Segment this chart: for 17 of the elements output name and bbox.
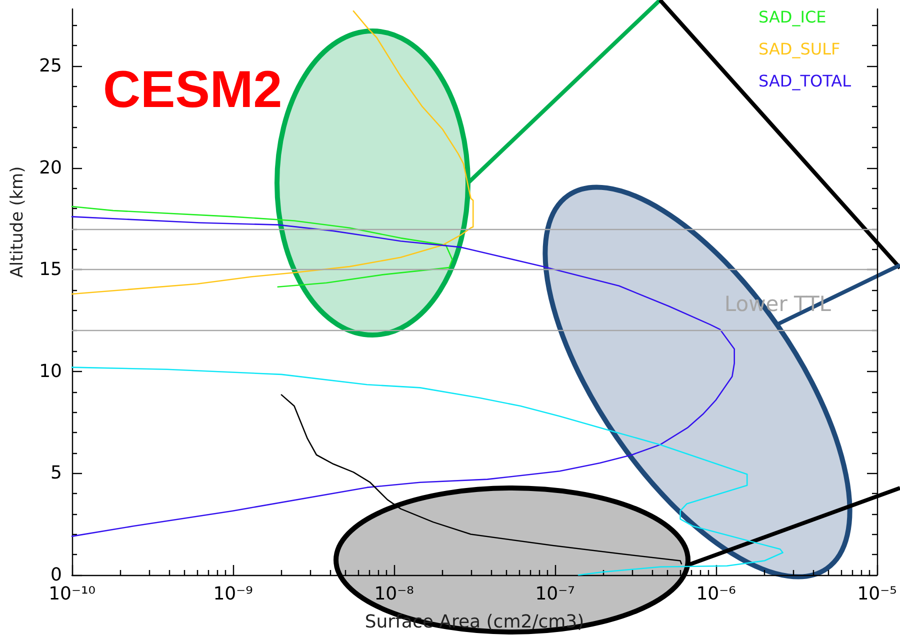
annotation: CESM2 [103, 61, 282, 119]
y-tick-label: 5 [50, 462, 62, 484]
y-tick-label: 10 [39, 360, 62, 382]
text: SAD_SULF [758, 40, 840, 58]
y-tick-label: 0 [50, 564, 62, 586]
y-tick-label: 20 [39, 157, 62, 178]
x-tick-label: 10⁻⁷ [535, 584, 575, 604]
x-tick-label: 10⁻⁶ [696, 584, 736, 604]
y-tick-label: 25 [39, 56, 62, 77]
y-axis-title: Altitude (km) [8, 166, 28, 278]
x-tick-label: 10⁻⁸ [374, 584, 414, 604]
text: SAD_TOTAL [758, 72, 852, 90]
x-tick-label: 10⁻¹⁰ [48, 584, 96, 604]
x-tick-label: 10⁻⁹ [213, 584, 253, 604]
x-tick-label: 10⁻⁵ [857, 584, 897, 604]
text: SAD_ICE [758, 8, 826, 26]
y-tick-label: 15 [39, 259, 62, 280]
